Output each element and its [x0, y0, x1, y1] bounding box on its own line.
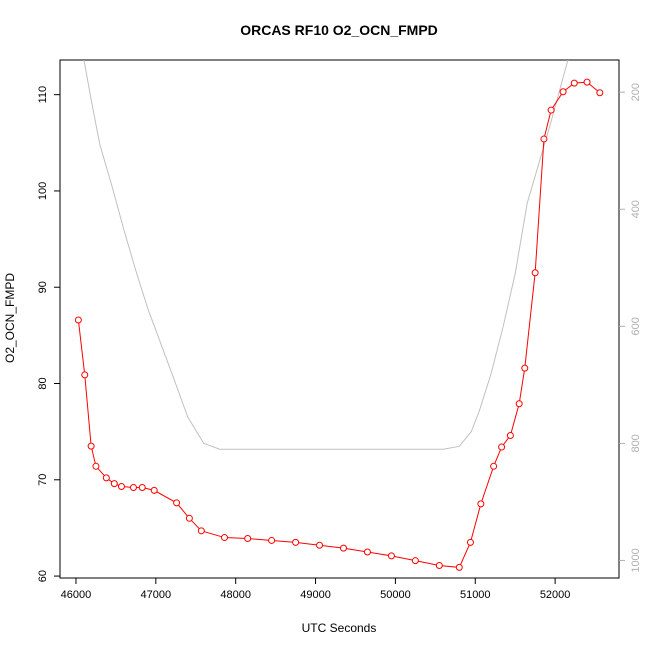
y-tick-label: 80: [37, 377, 49, 389]
y-tick-label: 100: [37, 182, 49, 200]
o2-data-point: [92, 462, 100, 470]
o2-data-point: [221, 534, 229, 542]
o2-data-point: [316, 541, 324, 549]
y-tick-label: 110: [37, 86, 49, 104]
y2-tick-label: 600: [630, 317, 642, 335]
o2-data-point: [110, 480, 118, 488]
o2-data-point: [173, 499, 181, 507]
o2-data-point: [506, 432, 514, 440]
o2-data-point: [339, 544, 347, 552]
o2-data-point: [531, 269, 539, 277]
y2-tick-label: 400: [630, 200, 642, 218]
o2-data-point: [292, 538, 300, 546]
o2-series-line: [77, 81, 601, 568]
y-axis: 60 70 80 90 100 110: [37, 86, 60, 582]
o2-data-point: [129, 483, 137, 491]
y-tick-label: 90: [37, 281, 49, 293]
o2-data-point: [583, 78, 591, 86]
x-tick-label: 48000: [220, 589, 251, 601]
o2-data-point: [570, 79, 578, 87]
o2-data-point: [387, 552, 395, 560]
o2-data-point: [515, 400, 523, 408]
o2-data-point: [490, 462, 498, 470]
o2-data-point: [81, 371, 89, 379]
plot-area: [59, 59, 620, 579]
o2-data-point: [435, 561, 443, 569]
x-axis: 46000 47000 48000 49000 50000 51000 52000: [61, 578, 571, 601]
o2-data-point: [455, 563, 463, 571]
y-tick-label: 70: [37, 474, 49, 486]
x-axis-label: UTC Seconds: [302, 621, 377, 635]
o2-data-point: [197, 527, 205, 535]
x-tick-label: 49000: [300, 589, 331, 601]
o2-data-point: [498, 443, 506, 451]
o2-data-point: [268, 536, 276, 544]
o2-data-point: [244, 535, 252, 543]
o2-data-point: [596, 89, 604, 97]
x-tick-label: 51000: [460, 589, 491, 601]
altitude-line: [83, 60, 569, 450]
plot-frame: [59, 59, 620, 579]
o2-data-point: [185, 514, 193, 522]
y-tick-label: 60: [37, 570, 49, 582]
y2-tick-label: 200: [630, 83, 642, 101]
y2-axis: 200 400 600 800 1000: [619, 83, 642, 573]
chart-title: ORCAS RF10 O2_OCN_FMPD: [240, 22, 438, 38]
o2-data-point: [466, 538, 474, 546]
x-tick-label: 46000: [61, 589, 92, 601]
x-tick-label: 47000: [141, 589, 172, 601]
o2-data-point: [150, 486, 158, 494]
y-axis-label: O2_OCN_FMPD: [3, 273, 17, 363]
altitude-series: [83, 60, 569, 450]
y2-tick-label: 1000: [630, 548, 642, 572]
o2-data-point: [411, 557, 419, 565]
o2-data-point: [87, 442, 95, 450]
o2-data-point: [477, 500, 485, 508]
y2-tick-label: 800: [630, 434, 642, 452]
o2-data-point: [102, 474, 110, 482]
x-tick-label: 52000: [540, 589, 571, 601]
o2-data-point: [74, 316, 82, 324]
o2-series: [74, 78, 604, 571]
o2-data-point: [521, 364, 529, 372]
x-tick-label: 50000: [380, 589, 411, 601]
o2-data-point: [540, 135, 548, 143]
o2-data-point: [117, 483, 125, 491]
o2-data-point: [547, 106, 555, 114]
o2-data-point: [559, 88, 567, 96]
o2-data-point: [363, 548, 371, 556]
o2-data-point: [138, 483, 146, 491]
